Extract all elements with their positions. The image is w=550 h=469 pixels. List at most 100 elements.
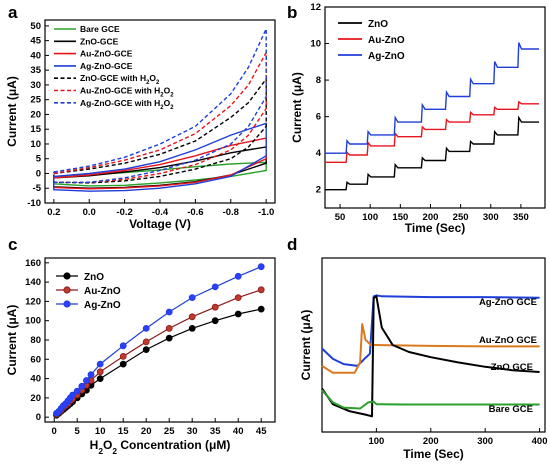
legend-label-a: Bare GCE xyxy=(80,24,120,34)
legend-label-a: Ag-ZnO-GCE xyxy=(80,61,133,71)
data-point-zno xyxy=(188,324,196,332)
y-axis-title-a: Current (μA) xyxy=(5,76,19,147)
data-point-ag-zno xyxy=(188,294,196,302)
data-point-au-zno xyxy=(234,294,242,302)
y-tick-label-c: 80 xyxy=(30,335,41,346)
x-tick-label-b: 50 xyxy=(335,212,346,223)
x-tick-label-c: 15 xyxy=(118,426,129,437)
y-tick-label-a: 15 xyxy=(30,124,41,135)
x-tick-label-b: 150 xyxy=(392,212,408,223)
calibration-line-zno xyxy=(56,308,262,416)
y-tick-label-a: 0 xyxy=(36,168,41,179)
panel-letter-b: b xyxy=(287,3,297,22)
data-point-ag-zno xyxy=(96,360,104,368)
x-tick-label-c: 0 xyxy=(52,426,57,437)
y-tick-label-c: 140 xyxy=(25,277,41,288)
x-tick-label-d: 400 xyxy=(532,436,548,447)
cv-loop-ag-zno-gce-with-h2o2 xyxy=(53,28,267,183)
legend-label-c: ZnO xyxy=(84,272,104,283)
legend-label-b: Ag-ZnO xyxy=(368,51,405,62)
y-tick-label-a: 25 xyxy=(30,95,41,106)
legend-label-b: ZnO xyxy=(368,19,388,30)
x-tick-label-c: 25 xyxy=(164,426,175,437)
x-tick-label-d: 100 xyxy=(368,436,384,447)
data-point-ag-zno xyxy=(69,391,76,399)
legend-label-a: Au-ZnO-GCE xyxy=(80,49,133,59)
data-point-zno xyxy=(234,310,242,318)
legend-label-a: Ag-ZnO-GCE with H2O2 xyxy=(80,98,174,111)
step-line-ag-zno xyxy=(325,42,539,154)
plot-frame-b xyxy=(324,6,546,209)
data-point-ag-zno xyxy=(83,377,90,384)
y-tick-label-a: 50 xyxy=(30,21,41,32)
x-tick-label-c: 35 xyxy=(210,426,221,437)
data-point-au-zno xyxy=(142,338,150,346)
x-tick-label-a: -0.6 xyxy=(187,207,203,218)
data-point-ag-zno xyxy=(234,272,242,280)
x-tick-label-b: 350 xyxy=(513,212,529,223)
cv-loop-bare-gce xyxy=(53,161,267,187)
y-tick-label-c: 160 xyxy=(25,258,41,269)
y-tick-label-a: 35 xyxy=(30,65,41,76)
data-point-ag-zno xyxy=(73,387,81,395)
data-point-au-zno xyxy=(119,352,127,360)
y-tick-label-c: 0 xyxy=(36,412,41,423)
cv-loop-zno-gce-with-h2o2 xyxy=(53,76,267,184)
annotation-bare-gce: Bare GCE xyxy=(489,404,533,415)
y-tick-label-b: 4 xyxy=(316,148,322,159)
panel-letter-a: a xyxy=(8,3,18,22)
y-tick-label-a: 10 xyxy=(30,139,41,150)
legend-marker-c xyxy=(63,286,71,294)
data-point-au-zno xyxy=(211,303,219,311)
x-tick-label-b: 300 xyxy=(483,212,499,223)
x-axis-title-a: Voltage (V) xyxy=(129,217,191,231)
panel-letter-d: d xyxy=(287,235,297,254)
x-axis-title-c: H2O2 Concentration (μM) xyxy=(90,438,231,456)
x-tick-label-b: 200 xyxy=(423,212,439,223)
x-tick-label-a: -0.8 xyxy=(223,207,239,218)
panel-c-calibration-chart: 0 5 10 15 20 25 30 35 40 45 0 20 40 60 80 100 120 140 160 H… xyxy=(5,257,276,456)
y-tick-label-c: 100 xyxy=(25,316,41,327)
x-tick-label-a: -1.0 xyxy=(258,207,274,218)
data-point-ag-zno xyxy=(142,324,150,332)
x-axis-title-b: Time (Sec) xyxy=(405,221,465,235)
y-tick-label-a: 30 xyxy=(30,80,41,91)
x-tick-label-c: 20 xyxy=(141,426,152,437)
annotation-au-zno-gce: Au-ZnO GCE xyxy=(479,335,537,346)
x-tick-label-d: 300 xyxy=(477,436,493,447)
x-tick-label-c: 5 xyxy=(75,426,81,437)
y-tick-label-a: 40 xyxy=(30,50,41,61)
panel-a-cyclic-voltammetry-chart: 0.2 0.0 -0.2 -0.4 -0.6 -0.8 -1.0 -10 -5 0 5 10 15 20 2… xyxy=(5,19,276,231)
x-tick-label-c: 40 xyxy=(233,426,244,437)
x-tick-label-b: 250 xyxy=(453,212,469,223)
y-tick-label-c: 40 xyxy=(30,374,41,385)
data-point-ag-zno xyxy=(87,371,95,379)
annotation-ag-zno-gce: Ag-ZnO GCE xyxy=(479,297,537,308)
x-tick-label-c: 10 xyxy=(95,426,106,437)
data-point-ag-zno xyxy=(257,263,265,271)
legend-label-c: Ag-ZnO xyxy=(84,300,121,311)
y-tick-label-c: 20 xyxy=(30,393,41,404)
y-tick-label-a: 20 xyxy=(30,109,41,120)
y-axis-title-b: Current (μA) xyxy=(290,72,304,143)
y-tick-label-b: 2 xyxy=(316,185,321,196)
data-point-zno xyxy=(165,334,173,342)
legend-label-b: Au-ZnO xyxy=(368,35,405,46)
y-tick-label-b: 8 xyxy=(316,75,321,86)
data-point-ag-zno xyxy=(119,342,127,350)
y-tick-label-b: 10 xyxy=(310,39,321,50)
legend-marker-c xyxy=(63,272,71,280)
x-tick-label-b: 100 xyxy=(362,212,378,223)
data-point-ag-zno xyxy=(165,308,173,316)
y-tick-label-b: 6 xyxy=(316,112,321,123)
legend-label-a: ZnO-GCE xyxy=(80,36,119,46)
y-axis-title-d: Current (μA) xyxy=(299,310,313,381)
x-axis-title-d: Time (Sec) xyxy=(403,447,463,461)
y-tick-label-a: -10 xyxy=(27,198,41,209)
stability-line-ag-zno-gce xyxy=(321,294,540,367)
y-axis-title-c: Current (μA) xyxy=(5,305,19,376)
panel-b-amperometric-step-chart: 50 100 150 200 250 300 350 2 4 6 8 10 12 Time (Sec) Cu… xyxy=(290,2,546,235)
x-tick-label-d: 200 xyxy=(423,436,439,447)
cv-loop-au-zno-gce-with-h2o2 xyxy=(53,52,267,183)
